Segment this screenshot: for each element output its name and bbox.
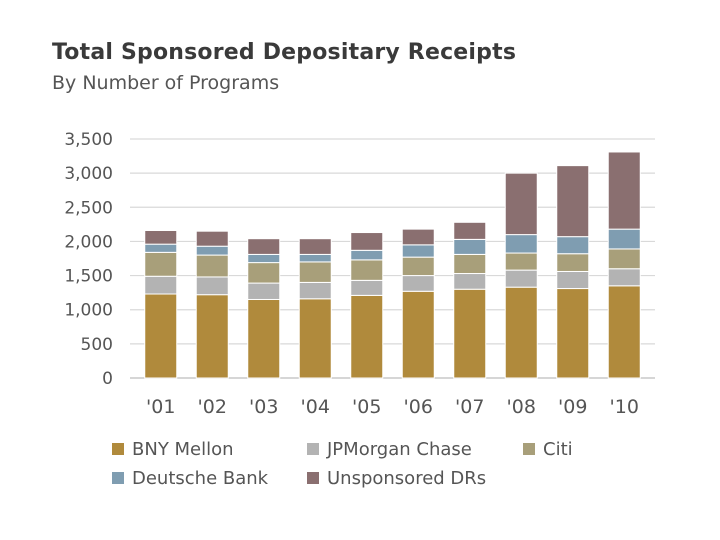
- bar-segment: [401, 256, 435, 277]
- bar-segment: [144, 275, 178, 295]
- legend: BNY Mellon JPMorgan Chase Citi Deutsche Ban…: [112, 439, 573, 489]
- bar-segment: [504, 234, 538, 254]
- y-axis-ticks: 0 500 1,000 1,500 2,000 2,500 3,000 3,500: [64, 130, 113, 389]
- bar-segment: [144, 293, 178, 379]
- bar-segment: [556, 165, 590, 238]
- y-tick-label: 0: [102, 369, 113, 389]
- bar-segment: [453, 253, 487, 275]
- bar-segment: [556, 270, 590, 290]
- bar-segment: [556, 288, 590, 379]
- y-tick-label: 500: [81, 335, 113, 355]
- y-tick-label: 2,500: [64, 198, 113, 218]
- bar-segment: [401, 244, 435, 258]
- bar-segment: [195, 276, 229, 296]
- x-tick-label: '04: [301, 396, 330, 418]
- bar-segment: [401, 290, 435, 379]
- bar-segment: [247, 238, 281, 255]
- bar-segment: [607, 285, 641, 379]
- bar-segment: [247, 298, 281, 379]
- x-tick-label: '09: [558, 396, 587, 418]
- bar-segment: [453, 273, 487, 290]
- bar-segment: [298, 261, 332, 283]
- bar-segment: [453, 288, 487, 379]
- bar-segment: [298, 298, 332, 379]
- x-tick-label: '08: [507, 396, 536, 418]
- bar-segment: [350, 232, 384, 251]
- legend-swatch: [112, 443, 124, 455]
- x-tick-label: '02: [198, 396, 227, 418]
- bar-segment: [504, 269, 538, 288]
- bar-segment: [195, 294, 229, 379]
- legend-label: Deutsche Bank: [132, 468, 269, 489]
- bar-segment: [401, 275, 435, 292]
- legend-label: Unsponsored DRs: [327, 468, 486, 489]
- bar-segment: [350, 249, 384, 261]
- bar-segment: [247, 253, 281, 264]
- bar-segment: [556, 236, 590, 255]
- x-tick-label: '01: [146, 396, 175, 418]
- legend-swatch: [307, 443, 319, 455]
- bar-segment: [247, 282, 281, 300]
- bar-segment: [298, 238, 332, 255]
- x-tick-label: '10: [610, 396, 639, 418]
- bar-segment: [504, 172, 538, 236]
- bar-segment: [556, 253, 590, 272]
- legend-label: JPMorgan Chase: [326, 439, 472, 460]
- x-tick-label: '05: [352, 396, 381, 418]
- bar-segment: [350, 294, 384, 379]
- bar-segment: [401, 228, 435, 246]
- x-tick-label: '03: [249, 396, 278, 418]
- legend-swatch: [112, 472, 124, 484]
- bar-segment: [350, 279, 384, 296]
- bar-segment: [144, 243, 178, 253]
- bar-segment: [607, 268, 641, 287]
- chart-subtitle: By Number of Programs: [52, 72, 280, 94]
- bar-segment: [144, 230, 178, 245]
- y-tick-label: 2,000: [64, 232, 113, 252]
- bar-segment: [504, 252, 538, 271]
- bar-segment: [453, 221, 487, 240]
- bar-segment: [195, 230, 229, 247]
- x-tick-label: '07: [455, 396, 484, 418]
- bar-segment: [298, 281, 332, 300]
- bar-segment: [607, 248, 641, 270]
- x-tick-label: '06: [404, 396, 433, 418]
- bar-segment: [247, 262, 281, 284]
- x-axis-ticks: '01 '02 '03 '04 '05 '06 '07 '08 '09 '10: [146, 396, 639, 418]
- bar-segment: [453, 238, 487, 255]
- bar-segment: [350, 259, 384, 281]
- bar-segment: [195, 254, 229, 278]
- legend-swatch: [523, 443, 535, 455]
- bar-segment: [504, 286, 538, 379]
- legend-label: Citi: [543, 439, 573, 460]
- bar-segment: [195, 245, 229, 256]
- bar-segment: [607, 151, 641, 230]
- y-tick-label: 3,000: [64, 164, 113, 184]
- bar-segment: [144, 251, 178, 277]
- bars: [144, 151, 641, 379]
- y-tick-label: 1,000: [64, 301, 113, 321]
- legend-swatch: [307, 472, 319, 484]
- y-tick-label: 1,500: [64, 267, 113, 287]
- chart-title: Total Sponsored Depositary Receipts: [52, 40, 517, 65]
- bar-segment: [607, 228, 641, 250]
- bar-segment: [298, 253, 332, 263]
- legend-label: BNY Mellon: [132, 439, 234, 460]
- y-tick-label: 3,500: [64, 130, 113, 150]
